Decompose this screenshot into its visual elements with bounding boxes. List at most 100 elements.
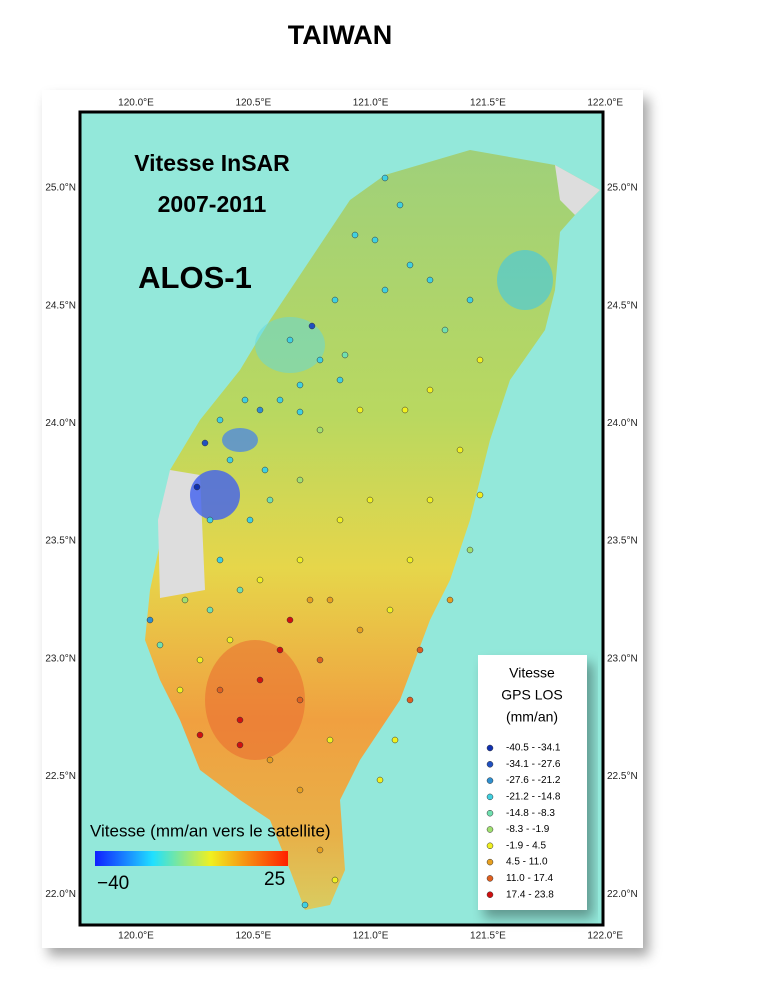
legend-title: Vitesse	[509, 665, 555, 681]
colorbar-min: −40	[97, 873, 129, 894]
lon-label: 121.5°E	[470, 931, 506, 942]
heading: Vitesse InSAR	[134, 150, 290, 176]
lon-label: 120.5°E	[235, 98, 271, 109]
legend-label: -21.2 - -14.8	[506, 792, 561, 803]
legend	[478, 655, 587, 910]
lat-label: 25.0°N	[45, 183, 76, 194]
legend-dot	[486, 826, 494, 833]
gps-station	[336, 376, 344, 384]
gps-station	[246, 516, 254, 524]
gps-station	[406, 556, 414, 564]
gps-station	[456, 446, 464, 454]
lat-label: 24.5°N	[607, 300, 638, 311]
gps-station	[286, 336, 294, 344]
lon-label: 122.0°E	[587, 931, 623, 942]
gps-station	[316, 426, 324, 434]
lon-label: 121.0°E	[353, 98, 389, 109]
gps-station	[426, 496, 434, 504]
gps-station	[326, 736, 334, 744]
satellite: ALOS-1	[138, 260, 252, 295]
gps-station	[256, 576, 264, 584]
gps-station	[381, 286, 389, 294]
lon-label: 120.0°E	[118, 931, 154, 942]
gps-station	[376, 776, 384, 784]
gps-station	[331, 296, 339, 304]
gps-station	[316, 656, 324, 664]
legend-label: -27.6 - -21.2	[506, 775, 561, 786]
gps-station	[286, 616, 294, 624]
gps-station	[256, 406, 264, 414]
gps-station	[266, 756, 274, 764]
lat-label: 22.5°N	[607, 771, 638, 782]
gps-station	[426, 276, 434, 284]
legend-label: 17.4 - 23.8	[506, 889, 554, 900]
lat-label: 23.5°N	[607, 536, 638, 547]
colorbar-label: Vitesse (mm/an vers le satellite)	[90, 821, 331, 840]
gps-station	[386, 606, 394, 614]
gps-station	[146, 616, 154, 624]
lat-label: 22.0°N	[45, 889, 76, 900]
gps-station	[466, 296, 474, 304]
gps-station	[256, 676, 264, 684]
title: TAIWAN	[288, 20, 392, 50]
gps-station	[316, 356, 324, 364]
legend-dot	[486, 744, 494, 752]
legend-label: 4.5 - 11.0	[506, 857, 548, 868]
gps-station	[196, 656, 204, 664]
gps-station	[366, 496, 374, 504]
subsidence	[190, 470, 240, 520]
gps-station	[266, 496, 274, 504]
gps-station	[216, 416, 224, 424]
gps-station	[326, 596, 334, 604]
gps-station	[301, 901, 309, 909]
insar-patch	[497, 250, 553, 310]
legend-dot	[486, 777, 494, 784]
gps-station	[201, 439, 209, 447]
gps-station	[176, 686, 184, 694]
gps-station	[296, 696, 304, 704]
lat-label: 25.0°N	[607, 183, 638, 194]
gps-station	[371, 236, 379, 244]
gps-station	[296, 476, 304, 484]
gps-station	[156, 641, 164, 649]
gps-station	[396, 201, 404, 209]
gps-station	[306, 596, 314, 604]
gps-station	[401, 406, 409, 414]
lon-label: 122.0°E	[587, 98, 623, 109]
gps-station	[226, 636, 234, 644]
legend-dot	[486, 858, 494, 866]
gps-station	[336, 516, 344, 524]
legend-label: -34.1 - -27.6	[506, 759, 561, 770]
gps-station	[381, 174, 389, 182]
legend-title: GPS LOS	[501, 687, 562, 703]
no-data	[555, 165, 600, 215]
gps-station	[296, 381, 304, 389]
gps-station	[216, 686, 224, 694]
gps-station	[276, 396, 284, 404]
heading: 2007-2011	[158, 191, 267, 217]
lat-label: 23.0°N	[45, 653, 76, 664]
gps-station	[391, 736, 399, 744]
gps-station	[181, 596, 189, 604]
gps-station	[416, 646, 424, 654]
legend-label: 11.0 - 17.4	[506, 873, 554, 884]
lon-label: 121.5°E	[470, 98, 506, 109]
lon-label: 120.0°E	[118, 98, 154, 109]
legend-label: -14.8 - -8.3	[506, 808, 555, 819]
legend-dot	[486, 793, 494, 801]
lat-label: 22.5°N	[45, 771, 76, 782]
legend-dot	[486, 842, 494, 850]
gps-station	[331, 876, 339, 884]
gps-station	[426, 386, 434, 394]
gps-station	[356, 406, 364, 414]
gps-station	[193, 483, 201, 491]
legend-dot	[486, 875, 494, 882]
gps-station	[236, 741, 244, 749]
gps-station	[316, 846, 324, 854]
colorbar-max: 25	[264, 869, 285, 890]
subsidence	[222, 428, 258, 452]
legend-dot	[486, 891, 494, 898]
lat-label: 22.0°N	[607, 889, 638, 900]
gps-station	[466, 546, 474, 554]
gps-station	[476, 491, 484, 499]
